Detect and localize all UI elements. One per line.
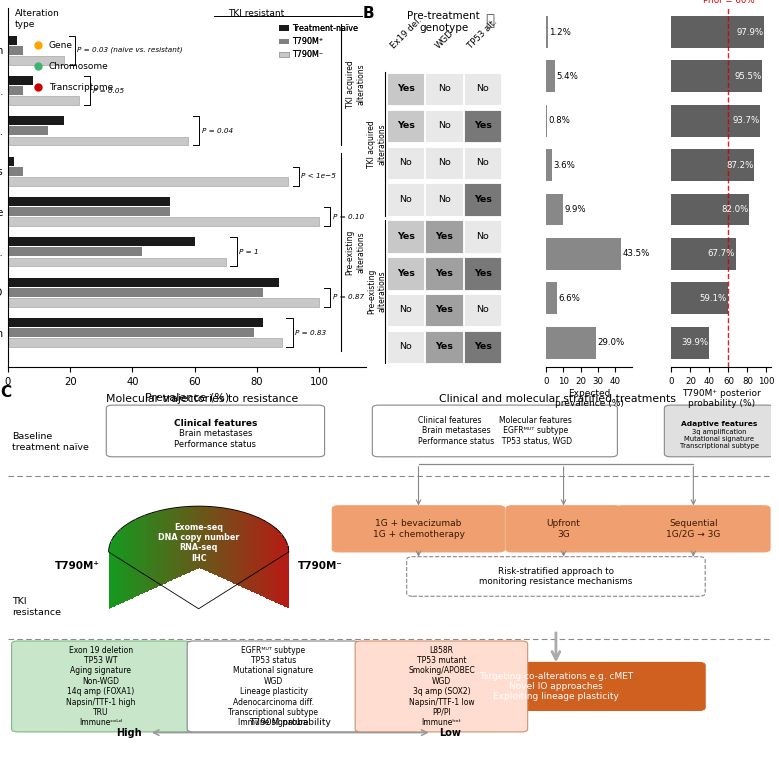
- Text: Adaptive features: Adaptive features: [681, 420, 757, 427]
- Text: P = 0.10: P = 0.10: [333, 214, 364, 220]
- Text: 9.9%: 9.9%: [564, 205, 586, 214]
- Text: 5.4%: 5.4%: [556, 72, 578, 81]
- Bar: [546, 16, 548, 48]
- Text: EGFRᴹᵁᵀ subtype
TP53 status
Mutational signature
WGD
Lineage plasticity
Adenocar: EGFRᴹᵁᵀ subtype TP53 status Mutational s…: [228, 645, 319, 727]
- Legend: Treatment-naïve, T790M⁺, T790M⁻: Treatment-naïve, T790M⁺, T790M⁻: [280, 24, 358, 60]
- Text: High: High: [116, 728, 142, 738]
- Text: Clinical features       Molecular features
Brain metastases     EGFRᴹᵁᵀ subtype
: Clinical features Molecular features Bra…: [418, 416, 572, 446]
- Bar: [425, 257, 463, 290]
- Bar: [386, 221, 425, 253]
- Bar: [425, 146, 463, 179]
- Bar: [386, 257, 425, 290]
- Bar: [671, 149, 754, 181]
- Text: B: B: [362, 6, 374, 21]
- Bar: [8, 298, 319, 307]
- Text: Risk-stratified approach to
monitoring resistance mechanisms: Risk-stratified approach to monitoring r…: [479, 567, 633, 586]
- Bar: [8, 167, 23, 175]
- Text: T790M⁻: T790M⁻: [298, 561, 343, 571]
- Text: 39.9%: 39.9%: [682, 338, 709, 347]
- X-axis label: T790M⁺ posterior
probability (%): T790M⁺ posterior probability (%): [682, 388, 760, 408]
- Bar: [464, 183, 502, 216]
- Text: Targeting co-alterations e.g. cMET
Novel IO approaches
Exploiting lineage plasti: Targeting co-alterations e.g. cMET Novel…: [479, 671, 633, 701]
- X-axis label: Prevalence (%): Prevalence (%): [145, 392, 229, 402]
- Text: P = 0.03 (naive vs. resistant): P = 0.03 (naive vs. resistant): [77, 47, 183, 53]
- Text: No: No: [400, 195, 412, 204]
- Text: Pre-existing
alterations: Pre-existing alterations: [346, 229, 365, 275]
- Text: WGD: WGD: [434, 28, 456, 50]
- Bar: [546, 327, 596, 359]
- Bar: [386, 110, 425, 142]
- Bar: [671, 238, 735, 270]
- Text: No: No: [477, 158, 489, 167]
- Text: P = 0.83: P = 0.83: [295, 330, 326, 336]
- Text: P = 0.04: P = 0.04: [202, 128, 233, 134]
- Text: Yes: Yes: [474, 195, 492, 204]
- Bar: [464, 221, 502, 253]
- Bar: [386, 294, 425, 327]
- Text: Exon 19 deletion
TP53 WT
Aging signature
Non-WGD
14q amp (FOXA1)
Napsin/TTF-1 hi: Exon 19 deletion TP53 WT Aging signature…: [66, 645, 136, 727]
- Text: No: No: [438, 121, 451, 130]
- Text: 3q amplification
Mutational signature
Transcriptional subtype: 3q amplification Mutational signature Tr…: [680, 430, 759, 449]
- Bar: [425, 110, 463, 142]
- Text: P < 1e−5: P < 1e−5: [301, 173, 337, 179]
- Bar: [8, 36, 17, 44]
- Bar: [8, 197, 170, 206]
- Bar: [8, 156, 14, 166]
- Bar: [8, 278, 279, 287]
- FancyBboxPatch shape: [617, 506, 770, 552]
- Bar: [386, 146, 425, 179]
- FancyBboxPatch shape: [187, 641, 360, 732]
- Bar: [425, 294, 463, 327]
- Bar: [8, 46, 23, 55]
- Text: Chromosome: Chromosome: [49, 62, 109, 71]
- Bar: [8, 96, 79, 105]
- FancyBboxPatch shape: [12, 641, 190, 732]
- Text: Yes: Yes: [435, 269, 453, 278]
- Bar: [425, 221, 463, 253]
- Bar: [464, 146, 502, 179]
- FancyBboxPatch shape: [333, 506, 505, 552]
- Bar: [8, 217, 319, 226]
- Bar: [546, 282, 558, 314]
- Text: Exome-seq
DNA copy number
RNA-seq
IHC: Exome-seq DNA copy number RNA-seq IHC: [158, 523, 239, 563]
- Text: 67.7%: 67.7%: [707, 250, 735, 259]
- Bar: [8, 247, 142, 256]
- Text: Clinical features: Clinical features: [174, 419, 257, 428]
- Text: Upfront
3G: Upfront 3G: [547, 519, 580, 539]
- Text: Alteration
type: Alteration type: [15, 9, 60, 29]
- Text: Yes: Yes: [435, 305, 453, 314]
- FancyBboxPatch shape: [407, 662, 705, 710]
- Bar: [671, 105, 760, 137]
- FancyBboxPatch shape: [355, 641, 527, 732]
- FancyBboxPatch shape: [664, 405, 774, 457]
- Text: No: No: [400, 158, 412, 167]
- Bar: [8, 137, 189, 146]
- Text: No: No: [438, 84, 451, 93]
- Text: Sequential
1G/2G → 3G: Sequential 1G/2G → 3G: [666, 519, 721, 539]
- Bar: [8, 237, 195, 246]
- Bar: [8, 76, 33, 85]
- Bar: [671, 282, 728, 314]
- Text: TKI
resistance: TKI resistance: [12, 597, 62, 617]
- Text: TP53 alt.: TP53 alt.: [467, 17, 499, 50]
- Bar: [464, 257, 502, 290]
- Text: 1G + bevacizumab
1G + chemotherapy: 1G + bevacizumab 1G + chemotherapy: [372, 519, 464, 539]
- Bar: [464, 73, 502, 105]
- Bar: [386, 331, 425, 363]
- Text: P = 0.05: P = 0.05: [93, 88, 124, 94]
- Bar: [8, 116, 64, 125]
- Text: 29.0%: 29.0%: [597, 338, 625, 347]
- Bar: [546, 149, 552, 181]
- Bar: [8, 318, 263, 327]
- Text: 6.6%: 6.6%: [559, 294, 580, 303]
- Bar: [386, 183, 425, 216]
- Text: 95.5%: 95.5%: [734, 72, 761, 81]
- Text: Yes: Yes: [474, 121, 492, 130]
- Text: P = 1: P = 1: [239, 249, 259, 255]
- Bar: [671, 194, 749, 226]
- Text: TKI acquired
alterations: TKI acquired alterations: [368, 120, 386, 168]
- Text: Ex19 del.: Ex19 del.: [389, 15, 423, 50]
- Bar: [8, 56, 64, 65]
- Bar: [464, 110, 502, 142]
- Text: C: C: [0, 385, 11, 400]
